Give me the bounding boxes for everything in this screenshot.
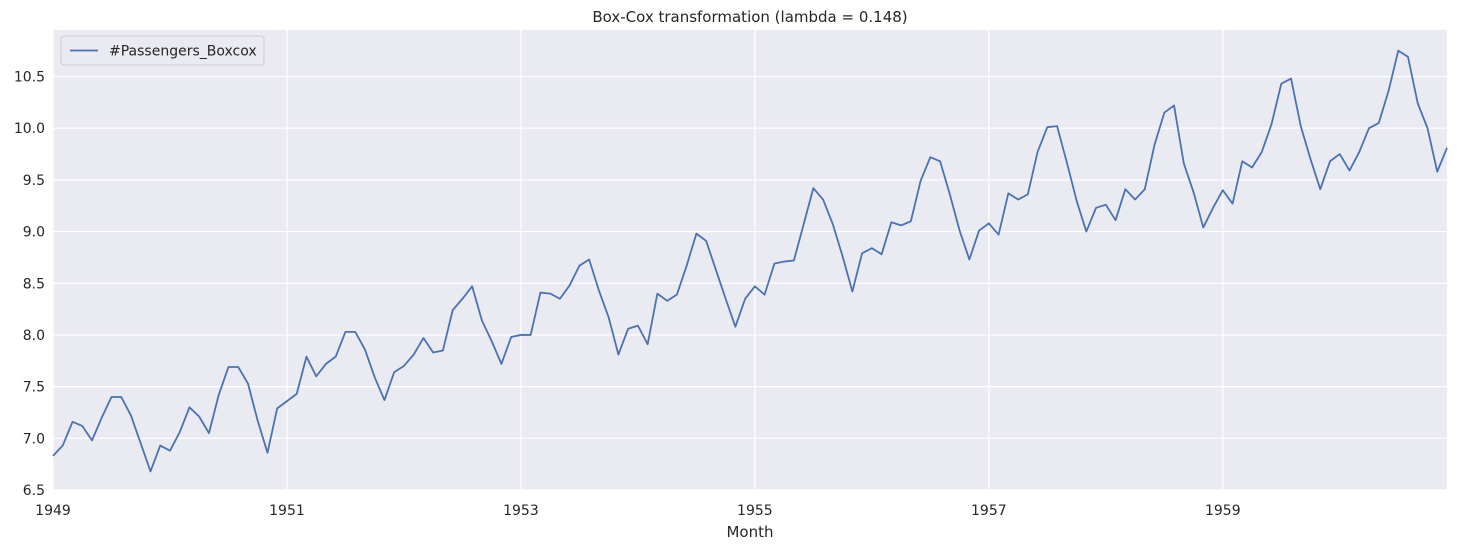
x-tick-label: 1959 [1205, 503, 1241, 519]
x-axis-label: Month [726, 523, 773, 541]
chart-title: Box-Cox transformation (lambda = 0.148) [592, 8, 907, 26]
y-tick-label: 9.5 [23, 173, 45, 189]
y-tick-label: 10.5 [14, 70, 45, 86]
series-group [52, 49, 1448, 473]
x-tick-label: 1951 [269, 503, 305, 519]
x-tick-label: 1949 [35, 503, 71, 519]
y-tick-label: 10.0 [14, 121, 45, 137]
y-tick-label: 8.5 [23, 276, 45, 292]
legend[interactable]: #Passengers_Boxcox [60, 35, 265, 66]
series-line-passengers-boxcox [52, 49, 1448, 473]
x-tick-label: 1955 [737, 503, 773, 519]
x-tick-label: 1953 [503, 503, 539, 519]
y-tick-label: 6.5 [23, 483, 45, 499]
y-tick-label: 7.5 [23, 380, 45, 396]
y-tick-label: 8.0 [23, 328, 45, 344]
y-tick-label: 9.0 [23, 225, 45, 241]
y-tick-label: 7.0 [23, 431, 45, 447]
tick-labels: 6.5 7.0 7.5 8.0 8.5 9.0 9.5 10.0 10.5 1949 1951 195… [14, 70, 1241, 519]
x-tick-label: 1957 [971, 503, 1007, 519]
legend-entry-label: #Passengers_Boxcox [109, 44, 257, 60]
legend-box [60, 35, 265, 66]
grid [52, 30, 1447, 491]
plot-area [53, 30, 1447, 490]
